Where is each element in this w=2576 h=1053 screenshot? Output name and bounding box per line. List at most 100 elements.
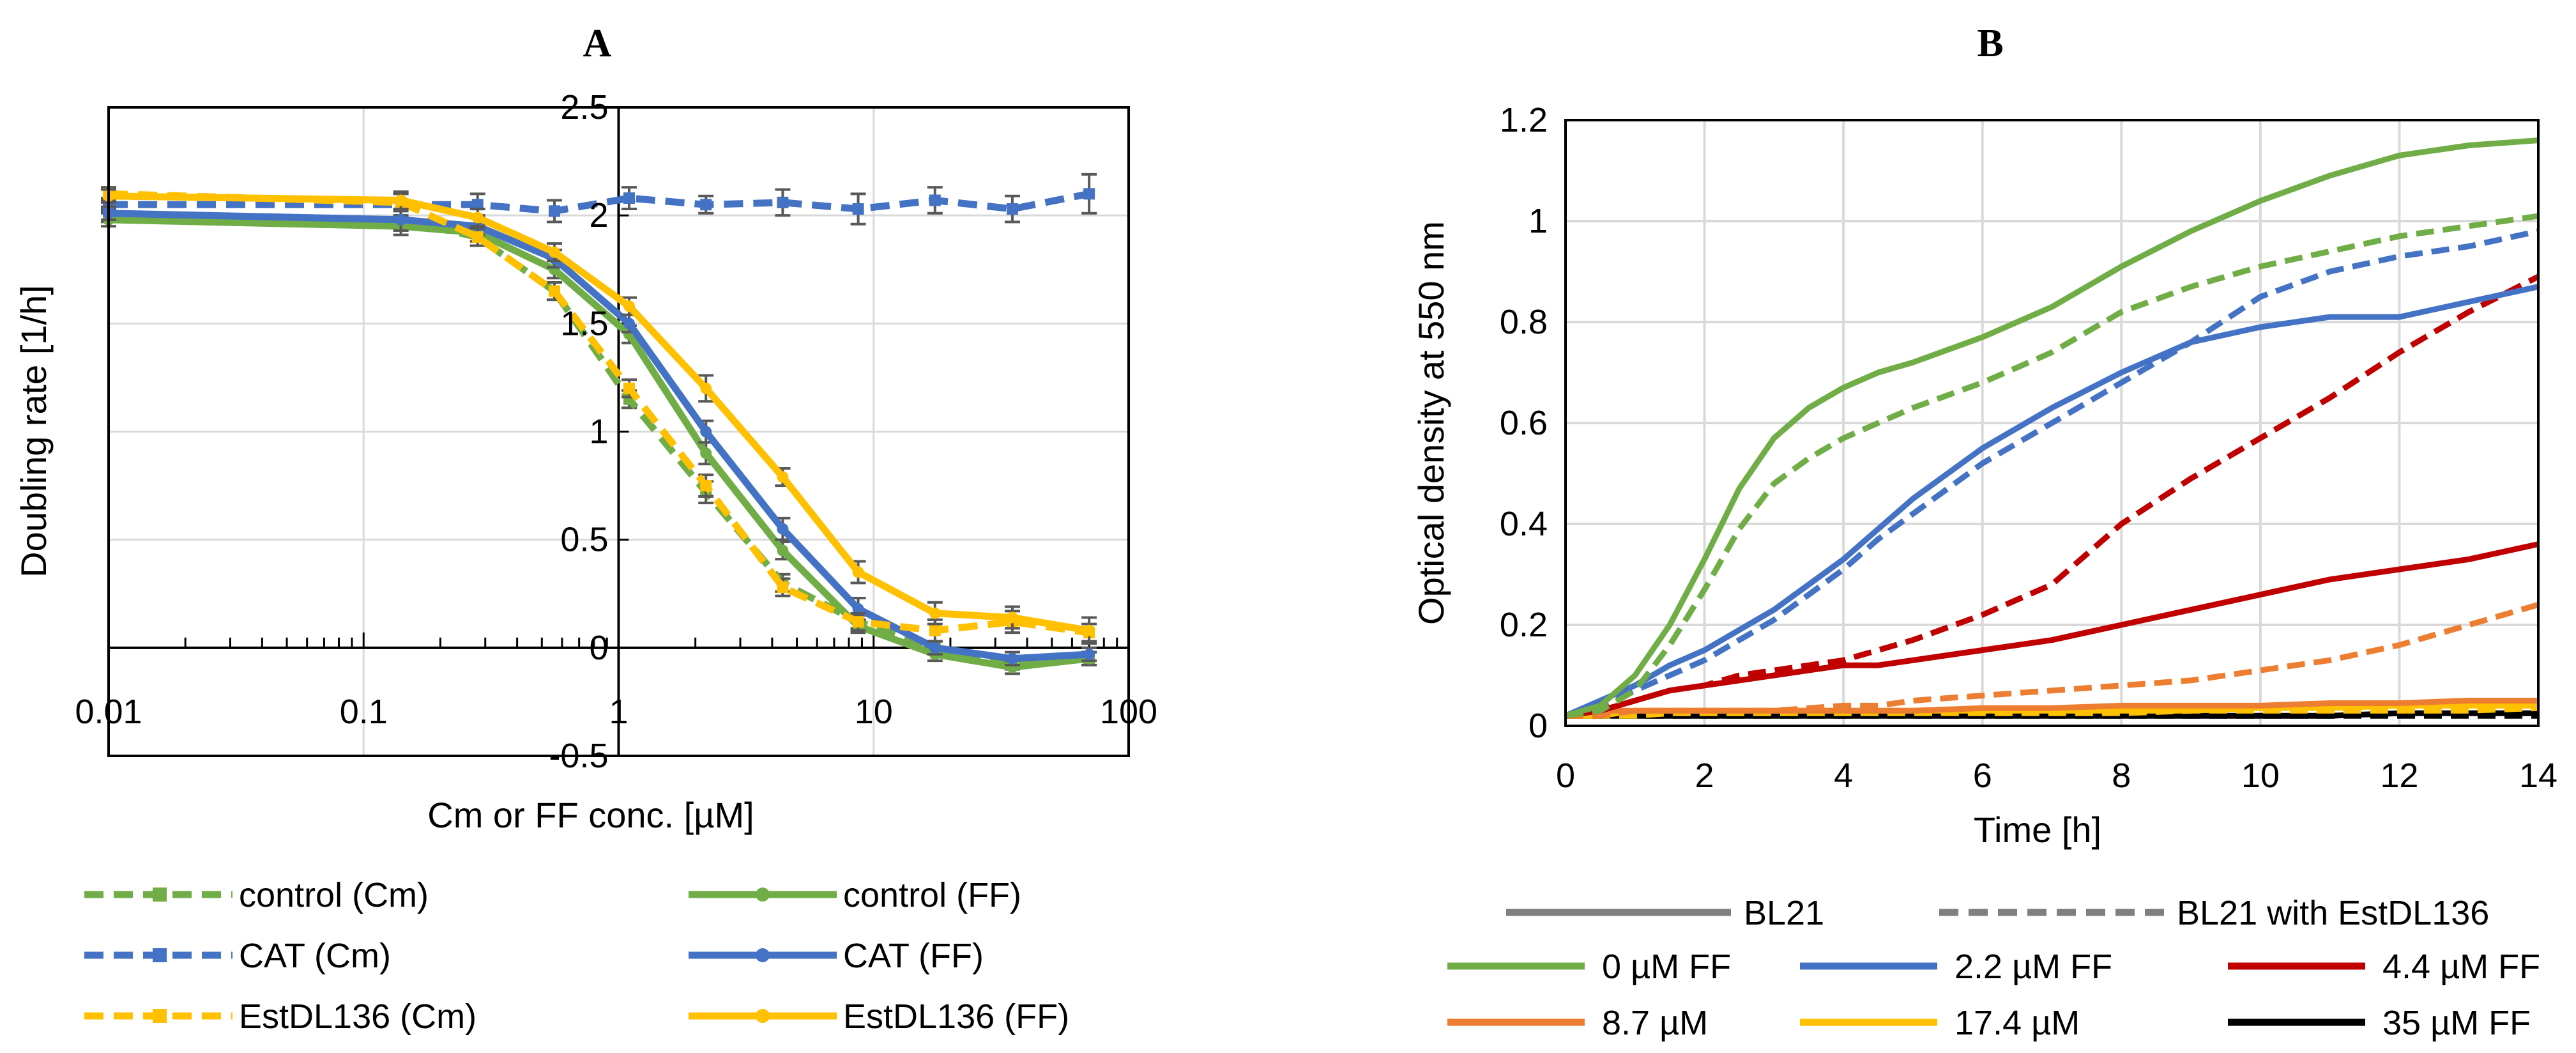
panel-a-y-tick-label: 0.5 xyxy=(560,521,608,559)
legend-marker xyxy=(153,888,167,902)
panel-a-point xyxy=(1006,203,1018,215)
panel-a-point xyxy=(700,382,712,394)
panel-a-point xyxy=(700,199,712,211)
legend-label: EstDL136 (FF) xyxy=(843,997,1069,1036)
panel-a-tick-labels: 0.01 0.1 1 10 100 -0.5 0 0.5 1 1.5 2 2.5 xyxy=(75,88,1157,775)
panel-b-x-tick-label: 12 xyxy=(2380,757,2418,795)
panel-a-point xyxy=(548,246,560,258)
panel-b-legend-item: 0 µM FF xyxy=(1447,948,1731,986)
legend-marker xyxy=(153,1009,167,1023)
panel-b-y-tick-label: 0.8 xyxy=(1500,303,1548,341)
panel-b-legend-item: 4.4 µM FF xyxy=(2228,948,2540,986)
panel-a-x-tick-label: 0.1 xyxy=(340,693,388,731)
panel-b-y-tick-label: 0 xyxy=(1528,707,1548,745)
panel-a-y-tick-label: 0 xyxy=(589,629,608,667)
panel-b-series-line-7 xyxy=(1566,602,2540,719)
legend-label: 8.7 µM xyxy=(1602,1004,1708,1042)
legend-marker xyxy=(756,888,770,902)
legend-label: 0 µM FF xyxy=(1602,948,1731,986)
panel-a-point xyxy=(777,544,789,557)
panel-a-point xyxy=(395,194,407,206)
panel-b-legend-item: 2.2 µM FF xyxy=(1800,948,2112,986)
panel-a-point xyxy=(777,196,789,208)
legend-label: 35 µM FF xyxy=(2382,1004,2531,1042)
panel-b-legend-item: 35 µM FF xyxy=(2228,1004,2531,1042)
legend-label: CAT (FF) xyxy=(843,937,984,975)
panel-a-point xyxy=(929,607,941,619)
panel-b-series-line-0 xyxy=(1564,137,2539,719)
legend-label: CAT (Cm) xyxy=(239,937,391,975)
panel-b-frame xyxy=(1564,119,2540,727)
panel-a-y-tick-label: 2.5 xyxy=(560,88,608,127)
panel-a-y-axis-label: Doubling rate [1/h] xyxy=(13,285,54,578)
panel-b-y-tick-label: 0.4 xyxy=(1500,505,1548,543)
legend-label: 4.4 µM FF xyxy=(2382,948,2540,986)
panel-a-point xyxy=(852,603,864,615)
panel-a-y-tick-label: 1 xyxy=(589,413,608,451)
panel-a-series xyxy=(101,173,1097,675)
legend-label: 2.2 µM FF xyxy=(1955,948,2112,986)
panel-a-point xyxy=(471,231,484,243)
panel-b-x-tick-label: 2 xyxy=(1695,757,1714,795)
panel-a-x-tick-label: 0.01 xyxy=(75,693,142,731)
panel-a-point xyxy=(548,285,560,297)
panel-a-title: A xyxy=(583,22,612,65)
panel-a-point xyxy=(623,300,636,312)
panel-a-point xyxy=(929,194,941,206)
panel-a-y-tick-label: 1.5 xyxy=(560,304,608,342)
panel-a: A 0.01 0.1 1 10 100 -0.5 0 0.5 1 1.5 2 2.5 Doubling… xyxy=(13,22,1157,1036)
panel-a-point xyxy=(623,192,636,204)
panel-a-point xyxy=(852,566,864,578)
panel-b: B 0 2 4 6 8 10 12 14 0 0.2 0.4 0.6 0.8 1 1.2 Optical d… xyxy=(1411,22,2557,1042)
panel-a-point xyxy=(471,199,484,211)
panel-a-point xyxy=(1006,652,1018,665)
panel-b-legend-item: 17.4 µM xyxy=(1800,1004,2080,1042)
panel-b-y-axis-label: Optical density at 550 nm xyxy=(1411,221,1451,625)
panel-a-point xyxy=(395,213,407,226)
panel-b-legend-item: 8.7 µM xyxy=(1447,1004,1708,1042)
panel-a-point xyxy=(623,382,636,394)
panel-a-point xyxy=(548,205,560,217)
panel-a-y-tick-label: 2 xyxy=(589,196,608,234)
panel-a-legend-item: control (FF) xyxy=(689,876,1021,914)
panel-b-x-tick-label: 10 xyxy=(2241,757,2280,795)
panel-b-legend-style-item: BL21 xyxy=(1506,894,1824,932)
panel-a-point xyxy=(471,211,484,224)
panel-b-series-line-1 xyxy=(1565,213,2539,719)
legend-label: BL21 xyxy=(1744,894,1824,932)
panel-a-legend-item: CAT (Cm) xyxy=(84,937,391,975)
legend-label: EstDL136 (Cm) xyxy=(239,997,476,1036)
panel-b-title: B xyxy=(1977,22,2003,65)
panel-a-point xyxy=(929,642,941,654)
panel-b-series-line-2 xyxy=(1564,284,2539,719)
panel-a-x-axis-label: Cm or FF conc. [µM] xyxy=(427,795,754,835)
panel-a-x-tick-label: 10 xyxy=(855,693,893,731)
panel-b-series xyxy=(1564,137,2540,719)
legend-marker xyxy=(756,948,770,962)
legend-label: control (Cm) xyxy=(239,876,429,914)
panel-a-point xyxy=(852,203,864,215)
panel-b-x-tick-label: 6 xyxy=(1973,757,1992,795)
panel-a-frame xyxy=(107,106,1130,757)
panel-b-tick-labels: 0 2 4 6 8 10 12 14 0 0.2 0.4 0.6 0.8 1 1.2 xyxy=(1500,101,2557,795)
panel-a-x-tick-label: 1 xyxy=(609,693,628,731)
panel-b-x-tick-label: 8 xyxy=(2112,757,2131,795)
legend-label: 17.4 µM xyxy=(1955,1004,2080,1042)
panel-a-point xyxy=(929,624,941,636)
panel-a-legend-item: EstDL136 (FF) xyxy=(689,997,1069,1036)
panel-a-legend-item: EstDL136 (Cm) xyxy=(84,997,476,1036)
panel-a-series-5 xyxy=(101,188,1097,645)
panel-a-point xyxy=(623,318,636,330)
panel-b-legend-style-item: BL21 with EstDL136 xyxy=(1939,894,2489,932)
panel-a-point xyxy=(777,581,789,594)
panel-a-point xyxy=(1083,188,1095,200)
panel-a-point xyxy=(1083,648,1095,660)
panel-b-x-tick-label: 0 xyxy=(1556,757,1575,795)
panel-a-point xyxy=(1083,624,1095,636)
panel-b-y-tick-label: 0.2 xyxy=(1500,606,1548,644)
panel-a-y-tick-label: -0.5 xyxy=(549,737,608,775)
panel-a-legend-item: control (Cm) xyxy=(84,876,429,914)
panel-b-x-tick-label: 14 xyxy=(2519,757,2557,795)
panel-b-x-tick-label: 4 xyxy=(1834,757,1853,795)
